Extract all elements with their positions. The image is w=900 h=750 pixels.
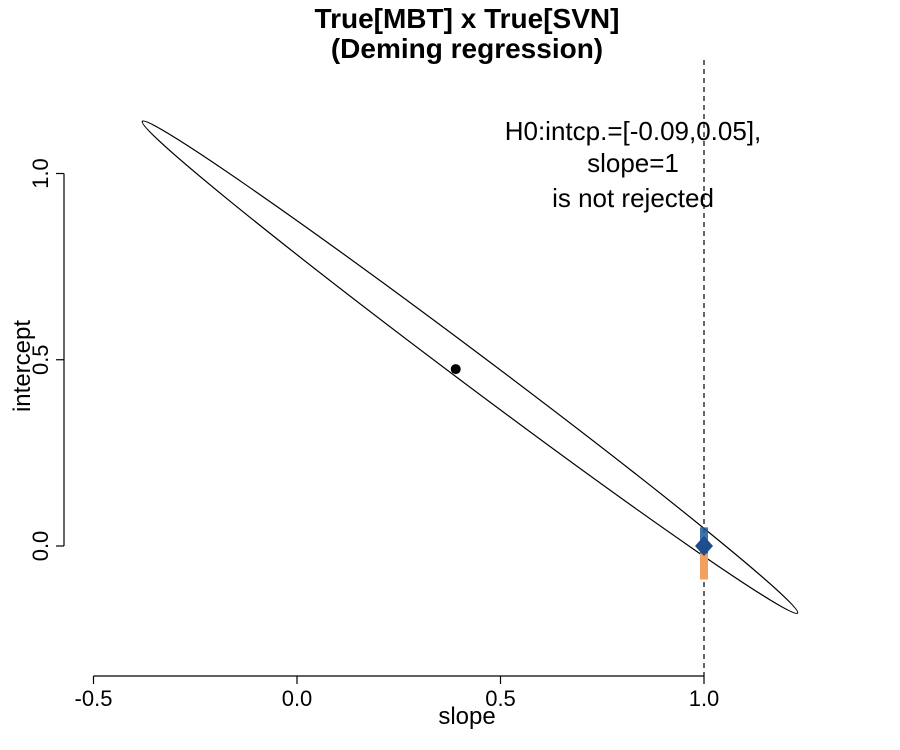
estimate-point (450, 364, 461, 375)
annotation-line-1: H0:intcp.=[-0.09,0.05], (505, 116, 762, 146)
y-tick-label: 0.5 (28, 344, 53, 375)
x-tick-label: -0.5 (75, 686, 113, 711)
x-tick-label: 0.5 (485, 686, 516, 711)
x-axis: -0.5 0.0 0.5 1.0 (75, 675, 720, 711)
x-tick-label: 1.0 (689, 686, 720, 711)
y-axis: 0.0 0.5 1.0 (28, 158, 65, 562)
annotation-line-3: is not rejected (552, 183, 714, 213)
annotation-line-2: slope=1 (587, 148, 679, 178)
x-tick-label: 0.0 (282, 686, 313, 711)
y-tick-label: 0.0 (28, 531, 53, 562)
x-axis-label: slope (438, 703, 495, 730)
y-axis-label: intercept (9, 320, 36, 412)
chart-title-line-1: True[MBT] x True[SVN] (315, 3, 620, 34)
h0-point-diamond (695, 536, 713, 556)
chart-title-line-2: (Deming regression) (331, 33, 603, 64)
confidence-ellipse (141, 120, 799, 614)
y-tick-label: 1.0 (28, 158, 53, 189)
